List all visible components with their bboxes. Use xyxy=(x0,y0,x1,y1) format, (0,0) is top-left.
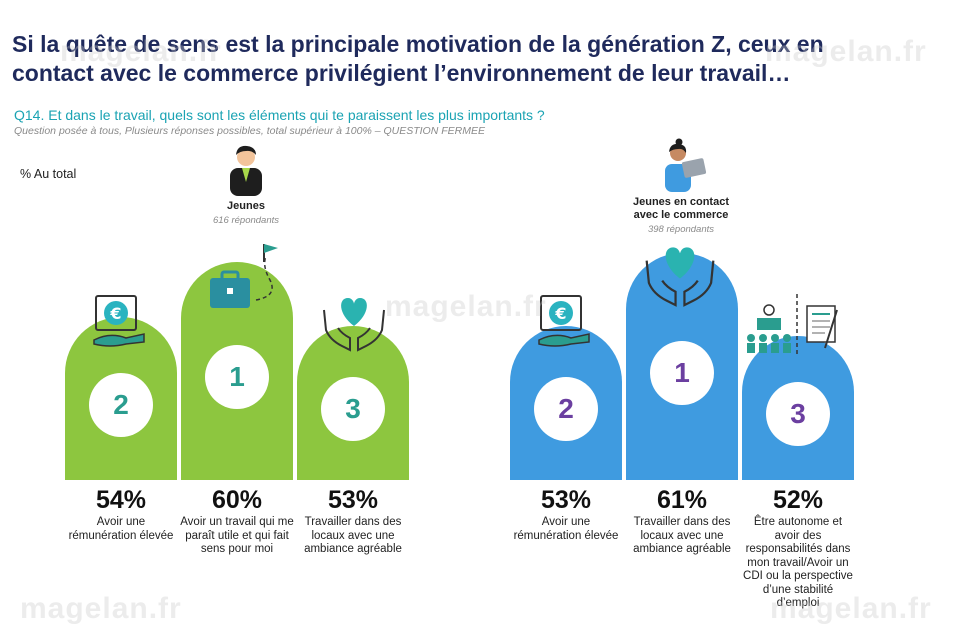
rank-badge: 1 xyxy=(205,345,269,409)
woman-laptop-icon xyxy=(665,138,707,192)
category-label: Travailler dans des locaux avec une ambi… xyxy=(633,516,731,555)
value-label: 61% xyxy=(656,486,708,514)
group-header-jeunes: Jeunes 616 répondants xyxy=(196,142,296,226)
watermark: magelan.fr xyxy=(765,35,927,68)
rank-badge: 3 xyxy=(321,377,385,441)
svg-text:€: € xyxy=(554,304,566,323)
rank-badge: 3 xyxy=(766,382,830,446)
rank-badge: 2 xyxy=(89,373,153,437)
value-label: 53% xyxy=(540,486,592,514)
euro-note-icon: € xyxy=(93,295,145,347)
value-label: 60% xyxy=(211,486,263,514)
group-name-line: Jeunes en contact xyxy=(633,196,729,208)
category-label: Avoir un travail qui me paraît utile et … xyxy=(180,516,294,555)
group-name: Jeunes en contact avec le commerce xyxy=(616,196,746,222)
category-label: Être autonome et avoir des responsabilit… xyxy=(743,516,853,609)
rank-badge: 2 xyxy=(534,377,598,441)
briefcase-flag-icon xyxy=(210,244,278,308)
watermark: magelan.fr xyxy=(20,592,182,625)
question-note: Question posée à tous, Plusieurs réponse… xyxy=(14,125,485,137)
question-text: Q14. Et dans le travail, quels sont les … xyxy=(14,107,545,123)
group-respondents: 398 répondants xyxy=(647,224,715,235)
watermark: magelan.fr xyxy=(770,592,932,625)
rank-badge: 1 xyxy=(650,341,714,405)
title-line-2: contact avec le commerce privilégient l’… xyxy=(12,60,791,86)
group-header-commerce: Jeunes en contact avec le commerce 398 r… xyxy=(616,138,746,235)
value-label: 54% xyxy=(95,486,147,514)
group-name: Jeunes xyxy=(227,200,265,212)
young-man-icon xyxy=(230,145,262,196)
heart-hands-icon xyxy=(323,298,385,352)
group-name-line: avec le commerce xyxy=(633,209,729,221)
svg-text:€: € xyxy=(109,304,121,323)
page-title: Si la quête de sens est la principale mo… xyxy=(12,30,952,88)
total-label: % Au total xyxy=(20,167,77,181)
watermark: magelan.fr xyxy=(385,290,547,323)
category-label: Avoir une rémunération élevée xyxy=(68,516,174,542)
category-label: Travailler dans des locaux avec une ambi… xyxy=(304,516,402,555)
group-respondents: 616 répondants xyxy=(212,215,280,226)
category-label: Avoir une rémunération élevée xyxy=(513,516,619,542)
heart-hands-icon xyxy=(645,247,715,307)
title-line-1: Si la quête de sens est la principale mo… xyxy=(12,31,824,57)
value-label: 52% xyxy=(772,486,824,514)
value-label: 53% xyxy=(327,486,379,514)
team-document-icon xyxy=(747,294,838,354)
watermark: magelan.fr xyxy=(60,35,222,68)
euro-note-icon: € xyxy=(538,295,590,347)
